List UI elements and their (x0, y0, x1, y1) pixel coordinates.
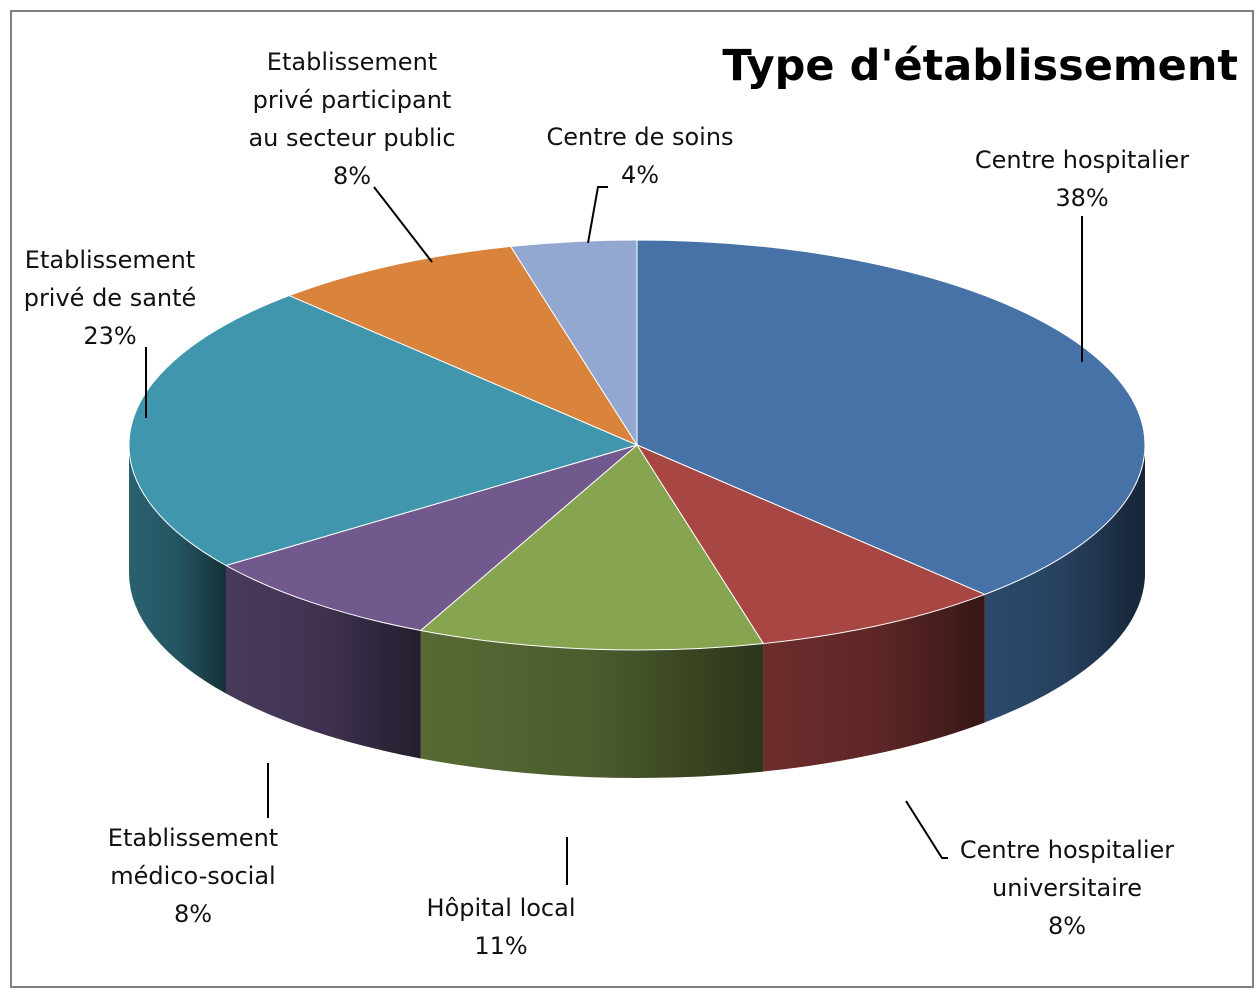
data-label-centre-de-soins: Centre de soins 4% (546, 123, 733, 189)
pie-sides (129, 445, 1145, 779)
data-label-hopital-local: Hôpital local 11% (427, 894, 576, 960)
leader-line-centre-de-soins (587, 186, 608, 244)
data-label-centre-hospitalier-universitaire: Centre hospitalier universitaire 8% (960, 836, 1174, 940)
leader-line-centre-hospitalier-universitaire (905, 800, 948, 859)
slice-side-etablissement-medico-social-shading (226, 565, 421, 759)
data-label-centre-hospitalier: Centre hospitalier 38% (975, 146, 1189, 212)
data-label-etablissement-prive-de-sante: Etablissement privé de santé 23% (24, 246, 197, 350)
slice-etablissement-prive-de-sante (128, 295, 639, 567)
leader-line-etablissement-prive-participant-au-secteur-public (373, 186, 433, 263)
slice-etablissement-medico-social (224, 444, 638, 632)
chart-title: Type d'établissement (722, 41, 1238, 91)
data-label-etablissement-prive-participant-au-secteur-public: Etablissement privé participant au secteur… (248, 48, 455, 190)
slice-side-hopital-local-shading (420, 630, 764, 779)
slice-centre-hospitalier-universitaire (635, 443, 987, 645)
slice-side-centre-hospitalier-universitaire-shading (763, 594, 985, 772)
slice-etablissement-prive-participant-au-secteur-public (287, 245, 639, 447)
slice-centre-hospitalier (636, 239, 1146, 595)
leader-lines (145, 186, 1083, 885)
slice-centre-de-soins (509, 239, 638, 447)
pie-tops (128, 239, 1146, 651)
slice-side-centre-hospitalier-shading (984, 445, 1145, 723)
data-labels: Centre hospitalier 38% Centre hospitalier u… (24, 48, 1190, 960)
slice-hopital-local (419, 444, 765, 651)
data-label-etablissement-medico-social: Etablissement médico-social 8% (108, 824, 278, 928)
slice-side-etablissement-prive-de-sante-shading (129, 445, 227, 694)
